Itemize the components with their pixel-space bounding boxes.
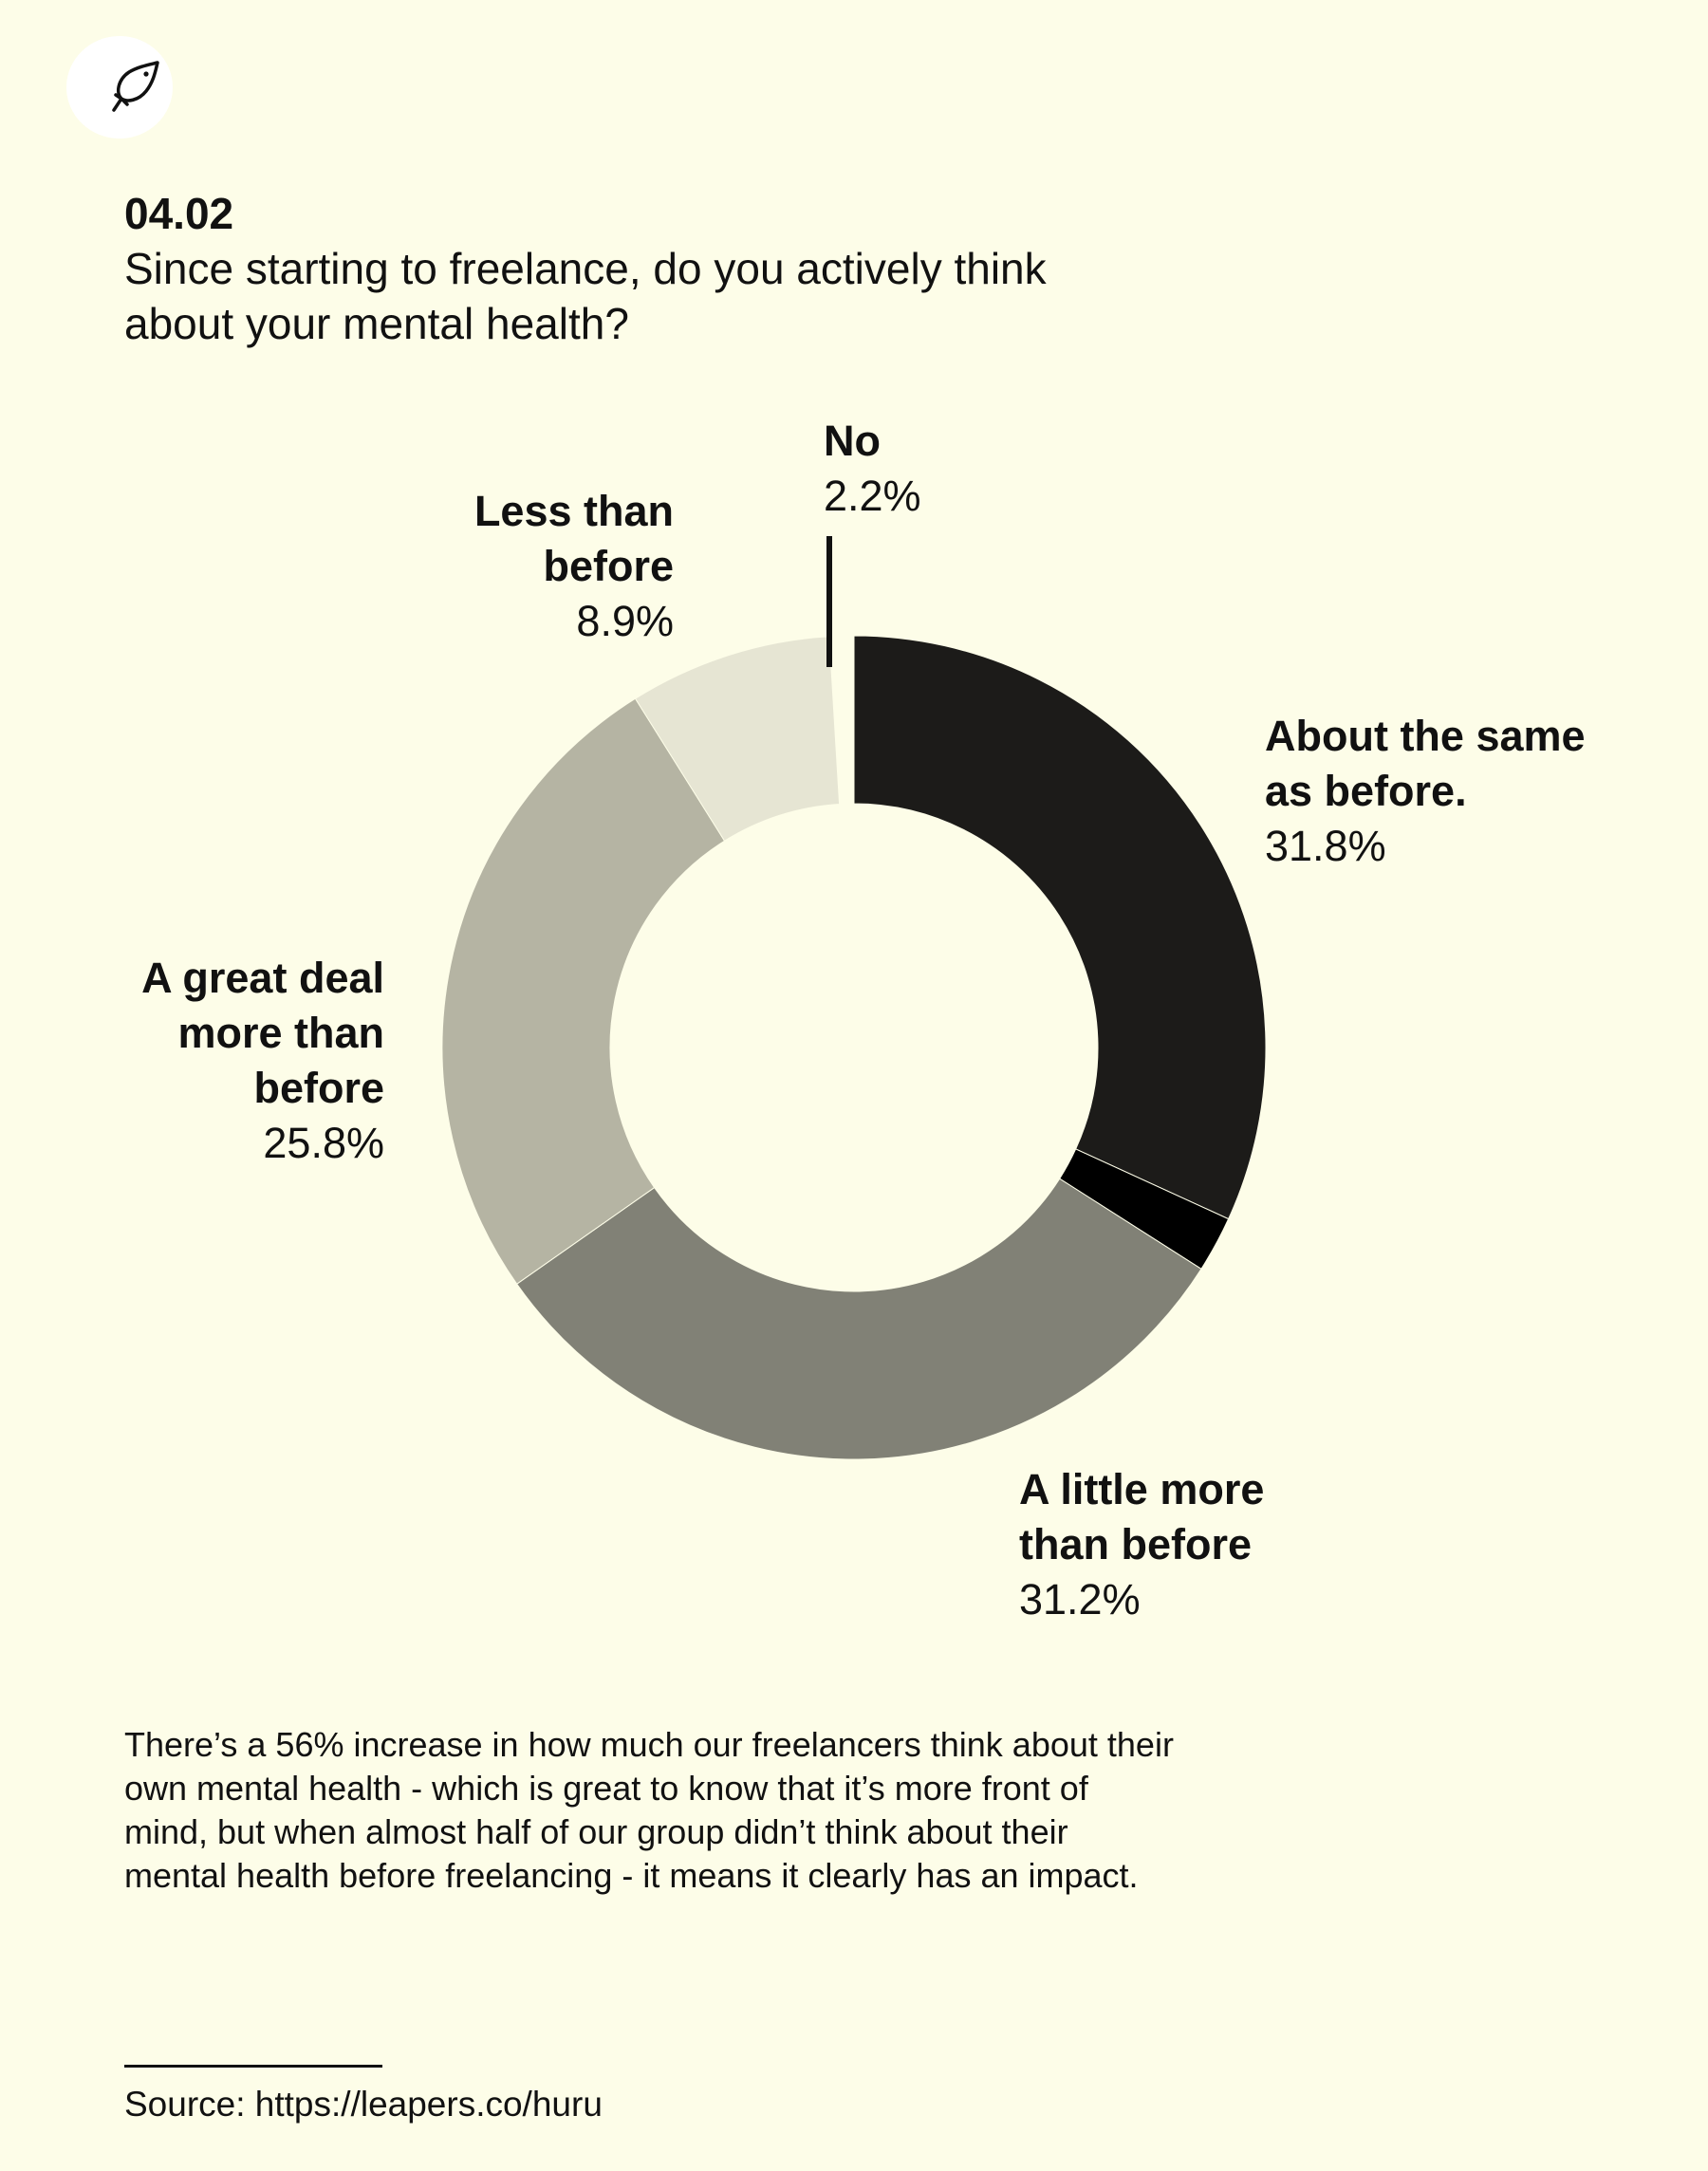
label-percent: 25.8% <box>263 1119 384 1167</box>
label-name: A little more than before <box>1019 1465 1265 1568</box>
label-no: No 2.2% <box>824 414 921 524</box>
question-text: Since starting to freelance, do you acti… <box>124 244 1047 348</box>
label-percent: 31.8% <box>1265 822 1386 870</box>
label-percent: 8.9% <box>576 597 674 645</box>
label-little-more: A little more than before 31.2% <box>1019 1462 1304 1627</box>
label-name: No <box>824 417 881 465</box>
label-percent: 2.2% <box>824 472 921 520</box>
fish-icon <box>112 61 159 112</box>
label-great-deal: A great deal more than before 25.8% <box>104 951 384 1171</box>
slice-about-the-same-as-before <box>853 635 1267 1220</box>
label-name: Less than before <box>473 487 674 590</box>
divider <box>124 2065 382 2068</box>
logo <box>66 36 173 139</box>
slice-a-little-more-than-before <box>515 1178 1202 1460</box>
label-name: A great deal more than before <box>141 954 384 1112</box>
summary-note: There’s a 56% increase in how much our f… <box>124 1725 1174 1895</box>
label-percent: 31.2% <box>1019 1575 1141 1624</box>
slice-a-great-deal-more-than-before <box>441 697 726 1285</box>
label-name: About the same as before. <box>1265 712 1586 815</box>
source-text: Source: https://leapers.co/huru <box>124 2085 603 2124</box>
donut-chart <box>441 536 1267 1460</box>
question-number: 04.02 <box>124 189 234 238</box>
label-less-than: Less than before 8.9% <box>418 484 674 649</box>
label-about-same: About the same as before. 31.8% <box>1265 709 1644 874</box>
